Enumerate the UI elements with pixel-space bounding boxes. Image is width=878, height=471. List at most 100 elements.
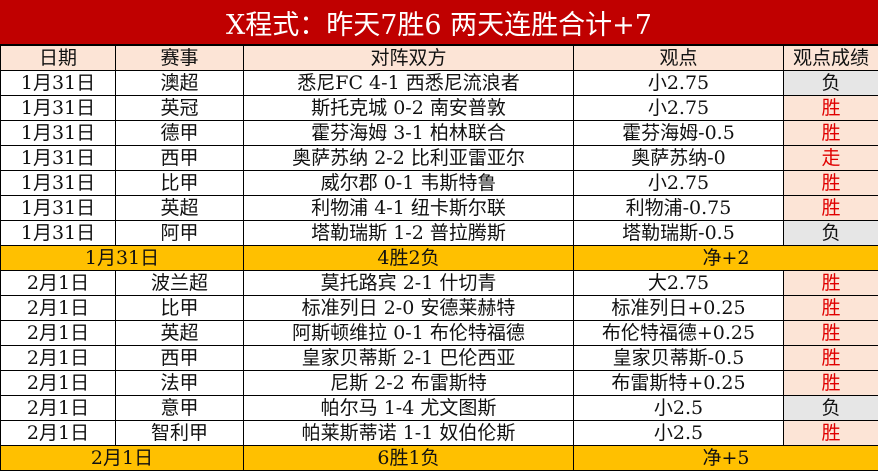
summary-record: 6胜1负 [244, 446, 574, 471]
view-cell: 霍芬海姆-0.5 [574, 121, 784, 146]
league-cell: 西甲 [116, 146, 244, 171]
match-cell: 帕莱斯蒂诺 1-1 奴伯伦斯 [244, 421, 574, 446]
view-cell: 利物浦-0.75 [574, 196, 784, 221]
league-cell: 阿甲 [116, 221, 244, 246]
header-view: 观点 [574, 46, 784, 71]
summary-net: 净+2 [574, 246, 878, 271]
summary-date: 1月31日 [1, 246, 244, 271]
result-cell: 走 [784, 146, 878, 171]
league-cell: 澳超 [116, 71, 244, 96]
match-cell: 斯托克城 0-2 南安普敦 [244, 96, 574, 121]
view-cell: 皇家贝蒂斯-0.5 [574, 346, 784, 371]
date-cell: 1月31日 [1, 221, 116, 246]
date-cell: 2月1日 [1, 346, 116, 371]
league-cell: 波兰超 [116, 271, 244, 296]
result-cell: 胜 [784, 421, 878, 446]
header-row: 日期 赛事 对阵双方 观点 观点成绩 [1, 46, 878, 71]
league-cell: 意甲 [116, 396, 244, 421]
league-cell: 西甲 [116, 346, 244, 371]
view-cell: 小2.75 [574, 71, 784, 96]
match-cell: 霍芬海姆 3-1 柏林联合 [244, 121, 574, 146]
result-cell: 负 [784, 71, 878, 96]
header-match: 对阵双方 [244, 46, 574, 71]
page-title: X程式：昨天7胜6 两天连胜合计+7 [0, 0, 878, 45]
results-table: 日期 赛事 对阵双方 观点 观点成绩 1月31日澳超悉尼FC 4-1 西悉尼流浪… [0, 45, 878, 471]
view-cell: 布伦特福德+0.25 [574, 321, 784, 346]
match-cell: 帕尔马 1-4 尤文图斯 [244, 396, 574, 421]
date-cell: 2月1日 [1, 396, 116, 421]
result-cell: 胜 [784, 196, 878, 221]
date-cell: 2月1日 [1, 271, 116, 296]
date-cell: 2月1日 [1, 321, 116, 346]
date-cell: 2月1日 [1, 421, 116, 446]
match-cell: 奥萨苏纳 2-2 比利亚雷亚尔 [244, 146, 574, 171]
league-cell: 智利甲 [116, 421, 244, 446]
view-cell: 大2.75 [574, 271, 784, 296]
view-cell: 小2.5 [574, 396, 784, 421]
match-cell: 皇家贝蒂斯 2-1 巴伦西亚 [244, 346, 574, 371]
result-cell: 胜 [784, 371, 878, 396]
date-cell: 1月31日 [1, 146, 116, 171]
date-cell: 1月31日 [1, 121, 116, 146]
result-cell: 负 [784, 396, 878, 421]
date-cell: 2月1日 [1, 296, 116, 321]
league-cell: 比甲 [116, 171, 244, 196]
date-cell: 1月31日 [1, 196, 116, 221]
result-cell: 胜 [784, 271, 878, 296]
header-league: 赛事 [116, 46, 244, 71]
result-cell: 胜 [784, 121, 878, 146]
view-cell: 奥萨苏纳-0 [574, 146, 784, 171]
date-cell: 1月31日 [1, 171, 116, 196]
match-cell: 莫托路宾 2-1 什切青 [244, 271, 574, 296]
result-cell: 胜 [784, 321, 878, 346]
summary-date: 2月1日 [1, 446, 244, 471]
date-cell: 1月31日 [1, 96, 116, 121]
league-cell: 英超 [116, 321, 244, 346]
header-date: 日期 [1, 46, 116, 71]
header-result: 观点成绩 [784, 46, 878, 71]
league-cell: 英冠 [116, 96, 244, 121]
view-cell: 标准列日+0.25 [574, 296, 784, 321]
view-cell: 小2.75 [574, 171, 784, 196]
match-cell: 阿斯顿维拉 0-1 布伦特福德 [244, 321, 574, 346]
result-cell: 胜 [784, 171, 878, 196]
match-cell: 塔勒瑞斯 1-2 普拉腾斯 [244, 221, 574, 246]
view-cell: 小2.5 [574, 421, 784, 446]
result-cell: 胜 [784, 96, 878, 121]
summary-record: 4胜2负 [244, 246, 574, 271]
match-cell: 利物浦 4-1 纽卡斯尔联 [244, 196, 574, 221]
date-cell: 1月31日 [1, 71, 116, 96]
result-cell: 负 [784, 221, 878, 246]
league-cell: 比甲 [116, 296, 244, 321]
result-cell: 胜 [784, 346, 878, 371]
league-cell: 法甲 [116, 371, 244, 396]
match-cell: 威尔郡 0-1 韦斯特鲁 [244, 171, 574, 196]
date-cell: 2月1日 [1, 371, 116, 396]
summary-net: 净+5 [574, 446, 878, 471]
match-cell: 标准列日 2-0 安德莱赫特 [244, 296, 574, 321]
match-cell: 悉尼FC 4-1 西悉尼流浪者 [244, 71, 574, 96]
league-cell: 英超 [116, 196, 244, 221]
view-cell: 塔勒瑞斯-0.5 [574, 221, 784, 246]
view-cell: 布雷斯特+0.25 [574, 371, 784, 396]
result-cell: 胜 [784, 296, 878, 321]
league-cell: 德甲 [116, 121, 244, 146]
match-cell: 尼斯 2-2 布雷斯特 [244, 371, 574, 396]
view-cell: 小2.75 [574, 96, 784, 121]
